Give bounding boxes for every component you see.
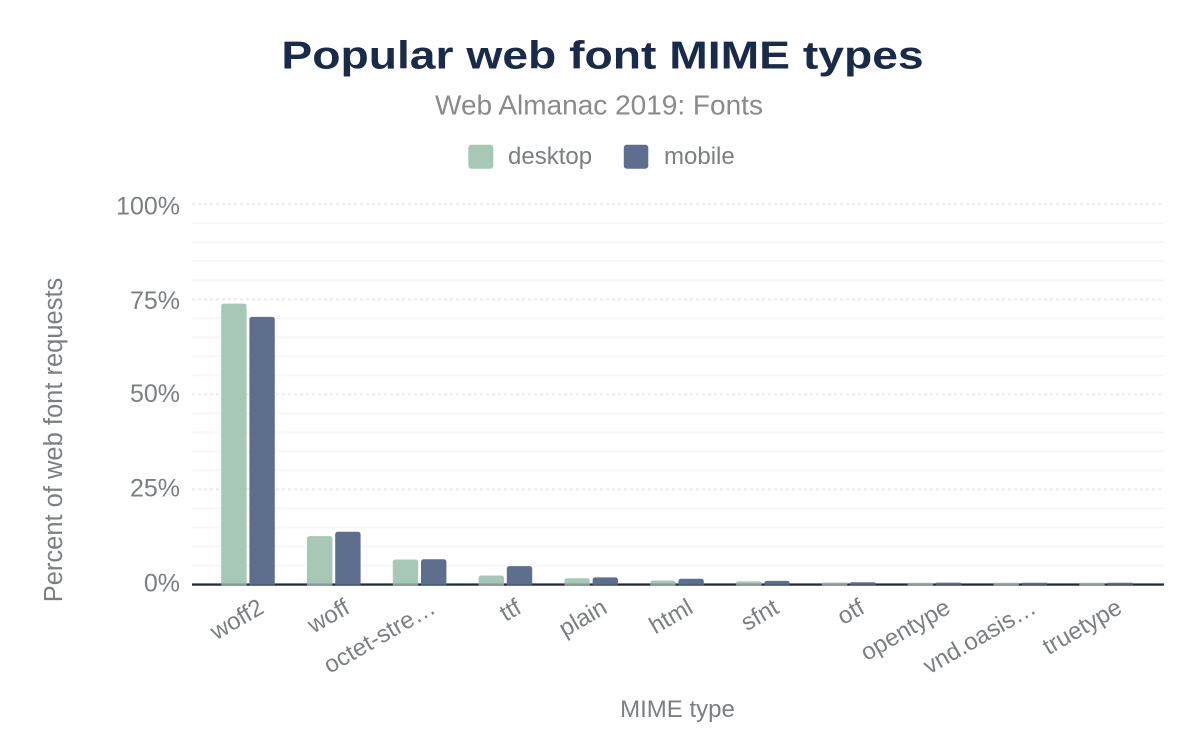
svg-text:html: html [645,594,698,640]
svg-text:Popular web font MIME types: Popular web font MIME types [281,34,923,78]
svg-text:desktop: desktop [508,143,592,170]
svg-text:mobile: mobile [664,143,735,170]
svg-text:0%: 0% [144,570,180,598]
svg-text:ttf: ttf [495,594,526,628]
svg-text:sfnt: sfnt [736,594,783,637]
svg-text:truetype: truetype [1038,594,1127,661]
svg-text:100%: 100% [116,193,180,221]
svg-text:Percent of web font requests: Percent of web font requests [40,278,68,603]
svg-text:25%: 25% [130,475,180,503]
svg-text:woff2: woff2 [205,594,269,646]
svg-text:MIME type: MIME type [620,696,735,723]
svg-text:plain: plain [554,594,611,643]
svg-text:75%: 75% [130,287,180,315]
svg-text:Web Almanac 2019: Fonts: Web Almanac 2019: Fonts [435,89,763,120]
svg-text:otf: otf [833,594,870,631]
svg-text:50%: 50% [130,380,180,408]
svg-text:woff: woff [302,594,354,640]
